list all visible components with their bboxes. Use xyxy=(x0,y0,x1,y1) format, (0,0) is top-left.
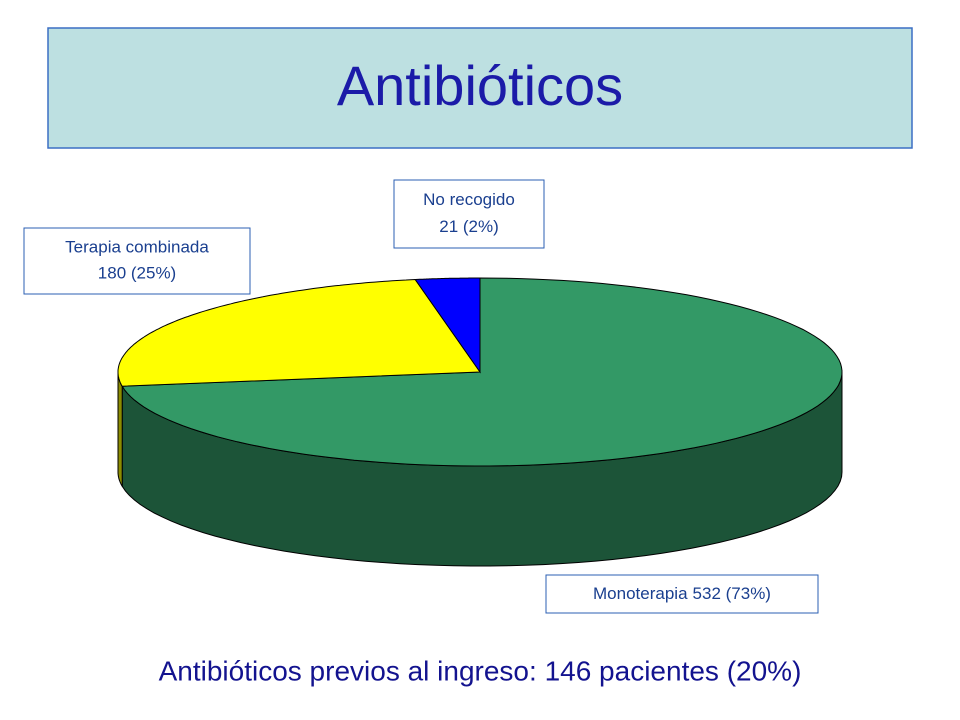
pie-slice xyxy=(414,277,481,374)
category-label: Terapia combinada xyxy=(65,237,209,256)
pie-side xyxy=(117,372,123,488)
title-banner xyxy=(47,27,913,149)
category-label: Monoterapia xyxy=(593,584,688,603)
value-label: 532 (73%) xyxy=(693,584,771,603)
label-box xyxy=(545,574,819,614)
footnote: Antibióticos previos al ingreso: 146 pac… xyxy=(159,655,802,686)
chart-title: Antibióticos xyxy=(337,54,623,117)
value-label: 21 (2%) xyxy=(439,217,499,236)
label-box xyxy=(23,227,251,295)
pie-slice xyxy=(117,278,481,387)
value-label: 180 (25%) xyxy=(98,264,176,283)
category-label: No recogido xyxy=(423,190,515,209)
labels: Monoterapia 532 (73%) Terapia combinada 180… xyxy=(23,179,819,614)
slice-label: Monoterapia 532 (73%) xyxy=(593,584,771,603)
pie xyxy=(117,277,843,567)
label-box xyxy=(393,179,545,249)
pie-slice xyxy=(121,277,843,467)
